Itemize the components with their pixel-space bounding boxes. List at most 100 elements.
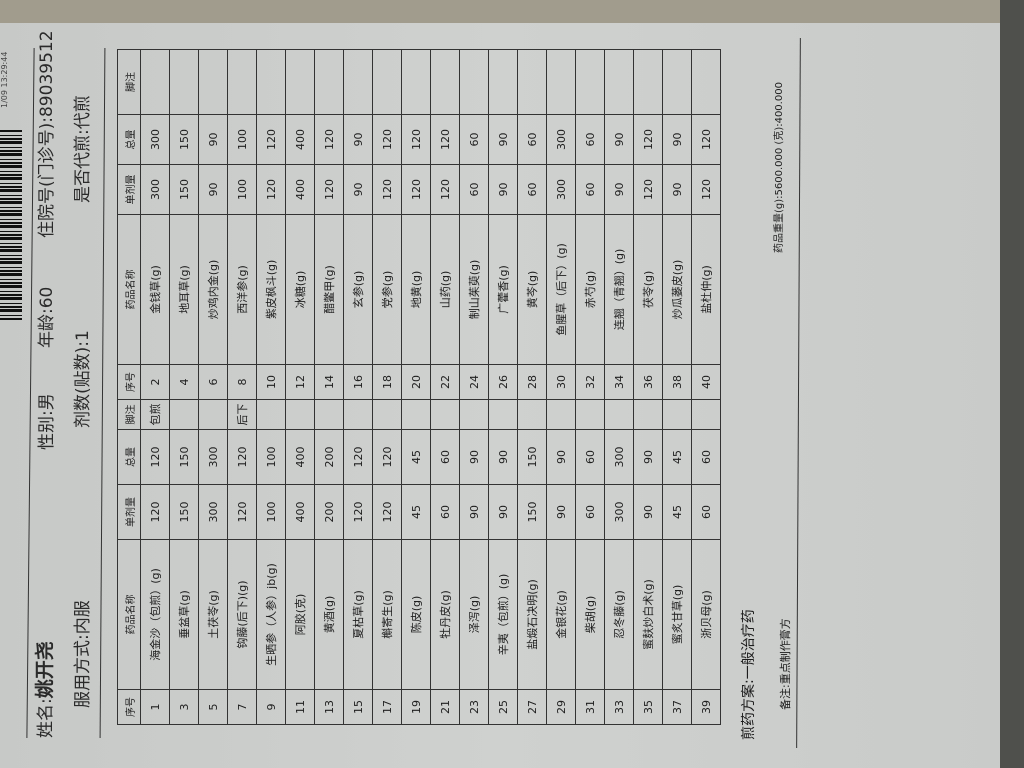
cell-name: 黄芩(g) bbox=[517, 214, 547, 365]
cell-footnote bbox=[575, 399, 605, 430]
cell-total: 120 bbox=[633, 114, 663, 165]
column-header-seq: 序号 bbox=[117, 689, 141, 725]
cell-total: 120 bbox=[691, 114, 721, 165]
cell-seq: 30 bbox=[546, 364, 576, 400]
table-row: 19 陈皮(g) 45 45 20 地黄(g) 120 120 bbox=[401, 49, 431, 725]
table-row: 15 夏枯草(g) 120 120 16 玄参(g) 90 90 bbox=[343, 49, 373, 725]
cell-total: 90 bbox=[633, 429, 663, 485]
cell-footnote bbox=[256, 49, 286, 115]
table-row: 9 生晒参（人参）jb(g) 100 100 10 紫皮枫斗(g) 120 120 bbox=[256, 49, 286, 725]
header-bottom-rule bbox=[99, 48, 106, 738]
cell-name: 山药(g) bbox=[430, 214, 460, 365]
cell-seq: 39 bbox=[691, 689, 721, 725]
decoction-option: 是否代煎:代煎 bbox=[73, 95, 93, 203]
cell-name: 槲寄生(g) bbox=[372, 539, 402, 690]
cell-total: 45 bbox=[662, 429, 692, 485]
cell-single-dose: 300 bbox=[604, 484, 634, 540]
cell-name: 金钱草(g) bbox=[140, 214, 170, 365]
cell-footnote bbox=[691, 399, 721, 430]
cell-total: 60 bbox=[430, 429, 460, 485]
cell-name: 夏枯草(g) bbox=[343, 539, 373, 690]
cell-total: 60 bbox=[575, 114, 605, 165]
table-row: 29 金银花(g) 90 90 30 鱼腥草（后下）(g) 300 300 bbox=[546, 49, 576, 725]
table-row: 35 蜜麸炒白术(g) 90 90 36 茯苓(g) 120 120 bbox=[633, 49, 663, 725]
table-row: 1 海金沙（包煎）(g) 120 120 包煎 2 金钱草(g) 300 300 bbox=[140, 49, 170, 725]
cell-seq: 17 bbox=[372, 689, 402, 725]
cell-single-dose: 120 bbox=[372, 484, 402, 540]
cell-name: 阿胶(克) bbox=[285, 539, 315, 690]
cell-seq: 4 bbox=[169, 364, 199, 400]
cell-footnote bbox=[198, 49, 228, 115]
column-header-single-dose: 单剂量 bbox=[117, 164, 141, 215]
cell-footnote bbox=[691, 49, 721, 115]
cell-total: 90 bbox=[546, 429, 576, 485]
cell-footnote bbox=[662, 49, 692, 115]
cell-single-dose: 120 bbox=[343, 484, 373, 540]
cell-name: 黄酒(g) bbox=[314, 539, 344, 690]
cell-single-dose: 120 bbox=[256, 164, 286, 215]
cell-seq: 36 bbox=[633, 364, 663, 400]
cell-seq: 23 bbox=[459, 689, 489, 725]
cell-seq: 31 bbox=[575, 689, 605, 725]
cell-single-dose: 90 bbox=[198, 164, 228, 215]
cell-single-dose: 60 bbox=[517, 164, 547, 215]
cell-footnote bbox=[517, 49, 547, 115]
cell-single-dose: 60 bbox=[691, 484, 721, 540]
cell-seq: 21 bbox=[430, 689, 460, 725]
column-header-total: 总量 bbox=[117, 429, 141, 485]
cell-seq: 35 bbox=[633, 689, 663, 725]
dose-count: 剂数(贴数):1 bbox=[73, 330, 93, 428]
cell-footnote bbox=[169, 49, 199, 115]
cell-seq: 2 bbox=[140, 364, 170, 400]
cell-name: 忍冬藤(g) bbox=[604, 539, 634, 690]
cell-single-dose: 90 bbox=[459, 484, 489, 540]
cell-name: 醋鳖甲(g) bbox=[314, 214, 344, 365]
column-header-total: 总量 bbox=[117, 114, 141, 165]
cell-footnote bbox=[546, 49, 576, 115]
cell-name: 土茯苓(g) bbox=[198, 539, 228, 690]
cell-single-dose: 90 bbox=[604, 164, 634, 215]
prescription-sheet: 1/09 13:29:44 姓名:姚开尧 性别:男 年龄:60 住院号(门诊号)… bbox=[0, 23, 1000, 768]
cell-seq: 10 bbox=[256, 364, 286, 400]
cell-total: 45 bbox=[401, 429, 431, 485]
cell-name: 海金沙（包煎）(g) bbox=[140, 539, 170, 690]
cell-name: 冰糖(g) bbox=[285, 214, 315, 365]
table-row: 37 蜜炙甘草(g) 45 45 38 炒瓜蒌皮(g) 90 90 bbox=[662, 49, 692, 725]
medicine-table: 序号 药品名称 单剂量 总量 脚注 序号 药品名称 单剂量 总量 脚注 1 海金沙（包煎）(g) 12… bbox=[117, 49, 721, 725]
cell-name: 蜜炙甘草(g) bbox=[662, 539, 692, 690]
cell-footnote bbox=[662, 399, 692, 430]
table-row: 17 槲寄生(g) 120 120 18 党参(g) 120 120 bbox=[372, 49, 402, 725]
cell-footnote bbox=[430, 399, 460, 430]
table-row: 11 阿胶(克) 400 400 12 冰糖(g) 400 400 bbox=[285, 49, 315, 725]
cell-seq: 32 bbox=[575, 364, 605, 400]
name-value: 姚开尧 bbox=[34, 641, 56, 699]
column-header-seq: 序号 bbox=[117, 364, 141, 400]
cell-total: 120 bbox=[372, 114, 402, 165]
table-row: 39 浙贝母(g) 60 60 40 盐杜仲(g) 120 120 bbox=[691, 49, 721, 725]
cell-name: 炒鸡内金(g) bbox=[198, 214, 228, 365]
cell-name: 辛夷（包煎）(g) bbox=[488, 539, 518, 690]
table-row: 33 忍冬藤(g) 300 300 34 连翘（青翘）(g) 90 90 bbox=[604, 49, 634, 725]
cell-single-dose: 60 bbox=[459, 164, 489, 215]
cell-footnote bbox=[459, 399, 489, 430]
cell-total: 100 bbox=[227, 114, 257, 165]
cell-footnote bbox=[198, 399, 228, 430]
cell-seq: 3 bbox=[169, 689, 199, 725]
cell-name: 牡丹皮(g) bbox=[430, 539, 460, 690]
cell-name: 柴胡(g) bbox=[575, 539, 605, 690]
cell-name: 鱼腥草（后下）(g) bbox=[546, 214, 576, 365]
cell-single-dose: 120 bbox=[372, 164, 402, 215]
column-header-name: 药品名称 bbox=[117, 539, 141, 690]
cell-single-dose: 45 bbox=[662, 484, 692, 540]
cell-single-dose: 60 bbox=[430, 484, 460, 540]
usage: 服用方式:内服 bbox=[73, 600, 93, 708]
cell-seq: 12 bbox=[285, 364, 315, 400]
cell-seq: 18 bbox=[372, 364, 402, 400]
cell-seq: 27 bbox=[517, 689, 547, 725]
cell-footnote bbox=[285, 49, 315, 115]
patient-age: 年龄:60 bbox=[37, 286, 57, 348]
cell-name: 玄参(g) bbox=[343, 214, 373, 365]
cell-single-dose: 120 bbox=[227, 484, 257, 540]
cell-single-dose: 120 bbox=[633, 164, 663, 215]
cell-total: 150 bbox=[169, 114, 199, 165]
